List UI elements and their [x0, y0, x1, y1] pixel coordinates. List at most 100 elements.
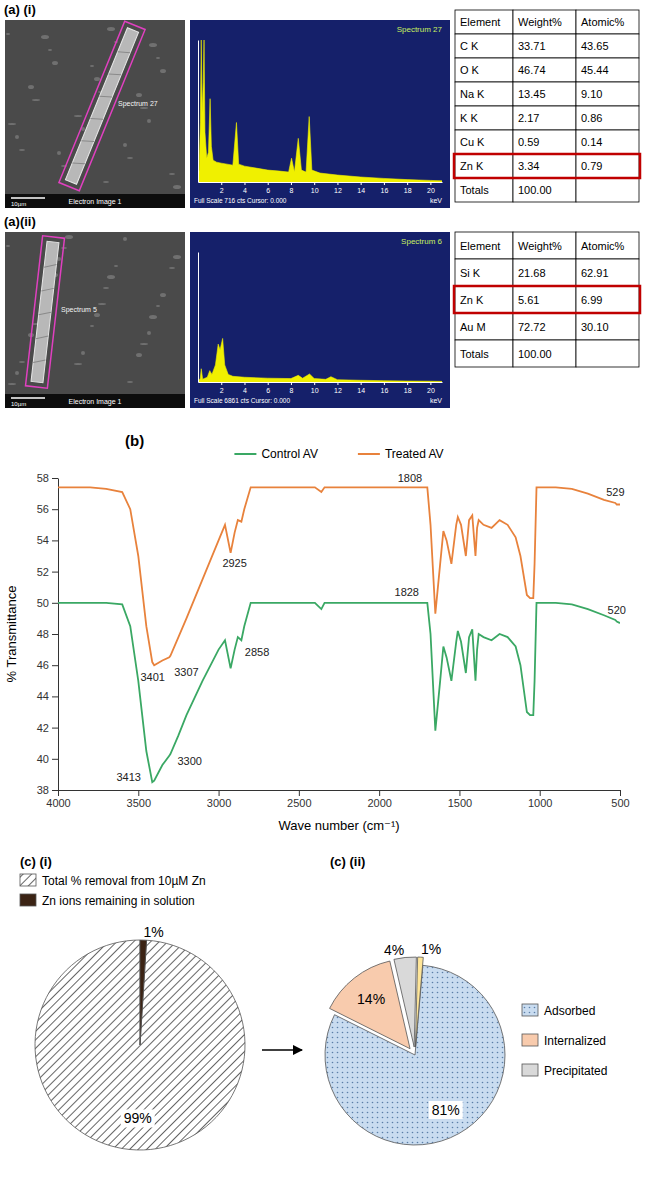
- tick: 8: [289, 182, 293, 194]
- legend: Adsorbed Internalized Precipitated: [522, 1004, 607, 1078]
- tick-mark: [430, 182, 431, 185]
- pie: [35, 940, 245, 1150]
- speckle: [123, 237, 127, 241]
- table-cell: [513, 34, 576, 58]
- table-cell: [513, 154, 576, 178]
- axis: 2468101214161820: [199, 382, 443, 394]
- tick-mark: [384, 182, 385, 185]
- axis-line: [198, 41, 199, 183]
- pie-labels: 81%14%4%1%: [357, 941, 463, 1119]
- table-cell: [513, 82, 576, 106]
- tick-mark: [244, 382, 245, 385]
- tick-mark: [314, 382, 315, 385]
- table-text: Na K: [460, 88, 485, 100]
- table-cell: [576, 286, 639, 313]
- tick-mark: [379, 790, 380, 796]
- table-text: 100.00: [518, 348, 552, 360]
- highlight-box: [454, 154, 640, 178]
- tick: 52: [37, 566, 58, 578]
- tick: 6: [266, 182, 270, 194]
- legend-label: Treated AV: [385, 447, 444, 461]
- table-cell: [455, 286, 513, 313]
- image-caption: Electron Image 1: [69, 198, 122, 206]
- legend-swatch: [522, 1034, 538, 1046]
- tick-mark: [407, 182, 408, 185]
- speckle: [169, 173, 175, 175]
- table-cell: [513, 106, 576, 130]
- legend-entry: Adsorbed: [522, 1004, 595, 1018]
- figure-canvas: (a) (i)(a)(ii)(b)(c) (i)(c) (ii)Spectrum…: [0, 0, 646, 1189]
- spectrum-footer: Full Scale 716 cts Cursor: 0.000: [194, 197, 287, 204]
- annotation: 3401: [140, 671, 164, 683]
- speckle: [48, 49, 52, 51]
- legend-swatch: [522, 1064, 538, 1076]
- column-header: Weight%: [518, 16, 562, 28]
- data-label: 14%: [357, 991, 385, 1007]
- speckle: [81, 351, 85, 355]
- tick-label: 3500: [127, 797, 151, 809]
- tick-label: 40: [37, 753, 49, 765]
- tick-label: 2500: [287, 797, 311, 809]
- axis-title: keV: [430, 197, 442, 204]
- tick-label: 42: [37, 722, 49, 734]
- tick-mark: [58, 790, 59, 796]
- annotation: 1808: [398, 472, 422, 484]
- tick-mark: [52, 540, 58, 541]
- speckle: [98, 303, 106, 305]
- table-cell: [576, 58, 639, 82]
- table-text: 0.86: [581, 112, 602, 124]
- table-cell: [576, 34, 639, 58]
- tick-mark: [52, 665, 58, 666]
- tick-mark: [52, 509, 58, 510]
- sem-image: Spectrum 510µmElectron Image 1: [5, 232, 185, 408]
- tick-label: 2000: [367, 797, 391, 809]
- eds-spectrum: 2468101214161820Spectrum 6Full Scale 686…: [190, 232, 450, 408]
- axis-line: [58, 479, 59, 791]
- panel-label: (c) (ii): [330, 854, 365, 869]
- speckle: [15, 135, 19, 139]
- table-text: 3.34: [518, 160, 539, 172]
- tick: 8: [289, 382, 293, 394]
- legend-label: Control AV: [261, 447, 317, 461]
- tick-mark: [52, 478, 58, 479]
- spectrum-footer: Full Scale 6861 cts Cursor: 0.000: [194, 397, 290, 404]
- panel-label: (a) (i): [4, 2, 36, 17]
- speckle: [140, 343, 148, 345]
- table-cell: [455, 10, 513, 34]
- tick: 48: [37, 628, 58, 640]
- annotation: 3307: [174, 666, 198, 678]
- legend-label: Total % removal from 10µM Zn: [42, 874, 206, 888]
- table-text: 46.74: [518, 64, 546, 76]
- fiber-segment: [118, 48, 131, 56]
- pie: [325, 957, 505, 1145]
- speckle: [90, 65, 94, 67]
- spectrum-background: [190, 20, 450, 208]
- tick-label: 52: [37, 566, 49, 578]
- speckle: [103, 287, 109, 289]
- tick-mark: [361, 382, 362, 385]
- series-line: [58, 603, 620, 782]
- tick: 50: [37, 597, 58, 609]
- tick: 12: [334, 182, 342, 194]
- plot-area: [58, 487, 620, 782]
- scale-bar: [11, 397, 45, 399]
- tick-label: 16: [381, 387, 389, 394]
- legend-entry: Zn ions remaining in solution: [20, 894, 195, 908]
- legend-label: Precipitated: [544, 1064, 607, 1078]
- legend-label: Internalized: [544, 1034, 606, 1048]
- legend: Control AV Treated AV: [234, 447, 443, 461]
- tick-mark: [430, 382, 431, 385]
- tick-label: 50: [37, 597, 49, 609]
- table-text: Cu K: [460, 136, 485, 148]
- table-cell: [455, 259, 513, 286]
- annotation: 520: [608, 604, 626, 616]
- tick-label: 8: [289, 187, 293, 194]
- tick: 44: [37, 690, 58, 702]
- annotation: 529: [606, 486, 624, 498]
- highlight-box: [454, 286, 640, 313]
- column-header: Element: [460, 16, 500, 28]
- table-text: Si K: [460, 267, 481, 279]
- tick-mark: [291, 182, 292, 185]
- tick: 6: [266, 382, 270, 394]
- tick: 2500: [287, 790, 311, 809]
